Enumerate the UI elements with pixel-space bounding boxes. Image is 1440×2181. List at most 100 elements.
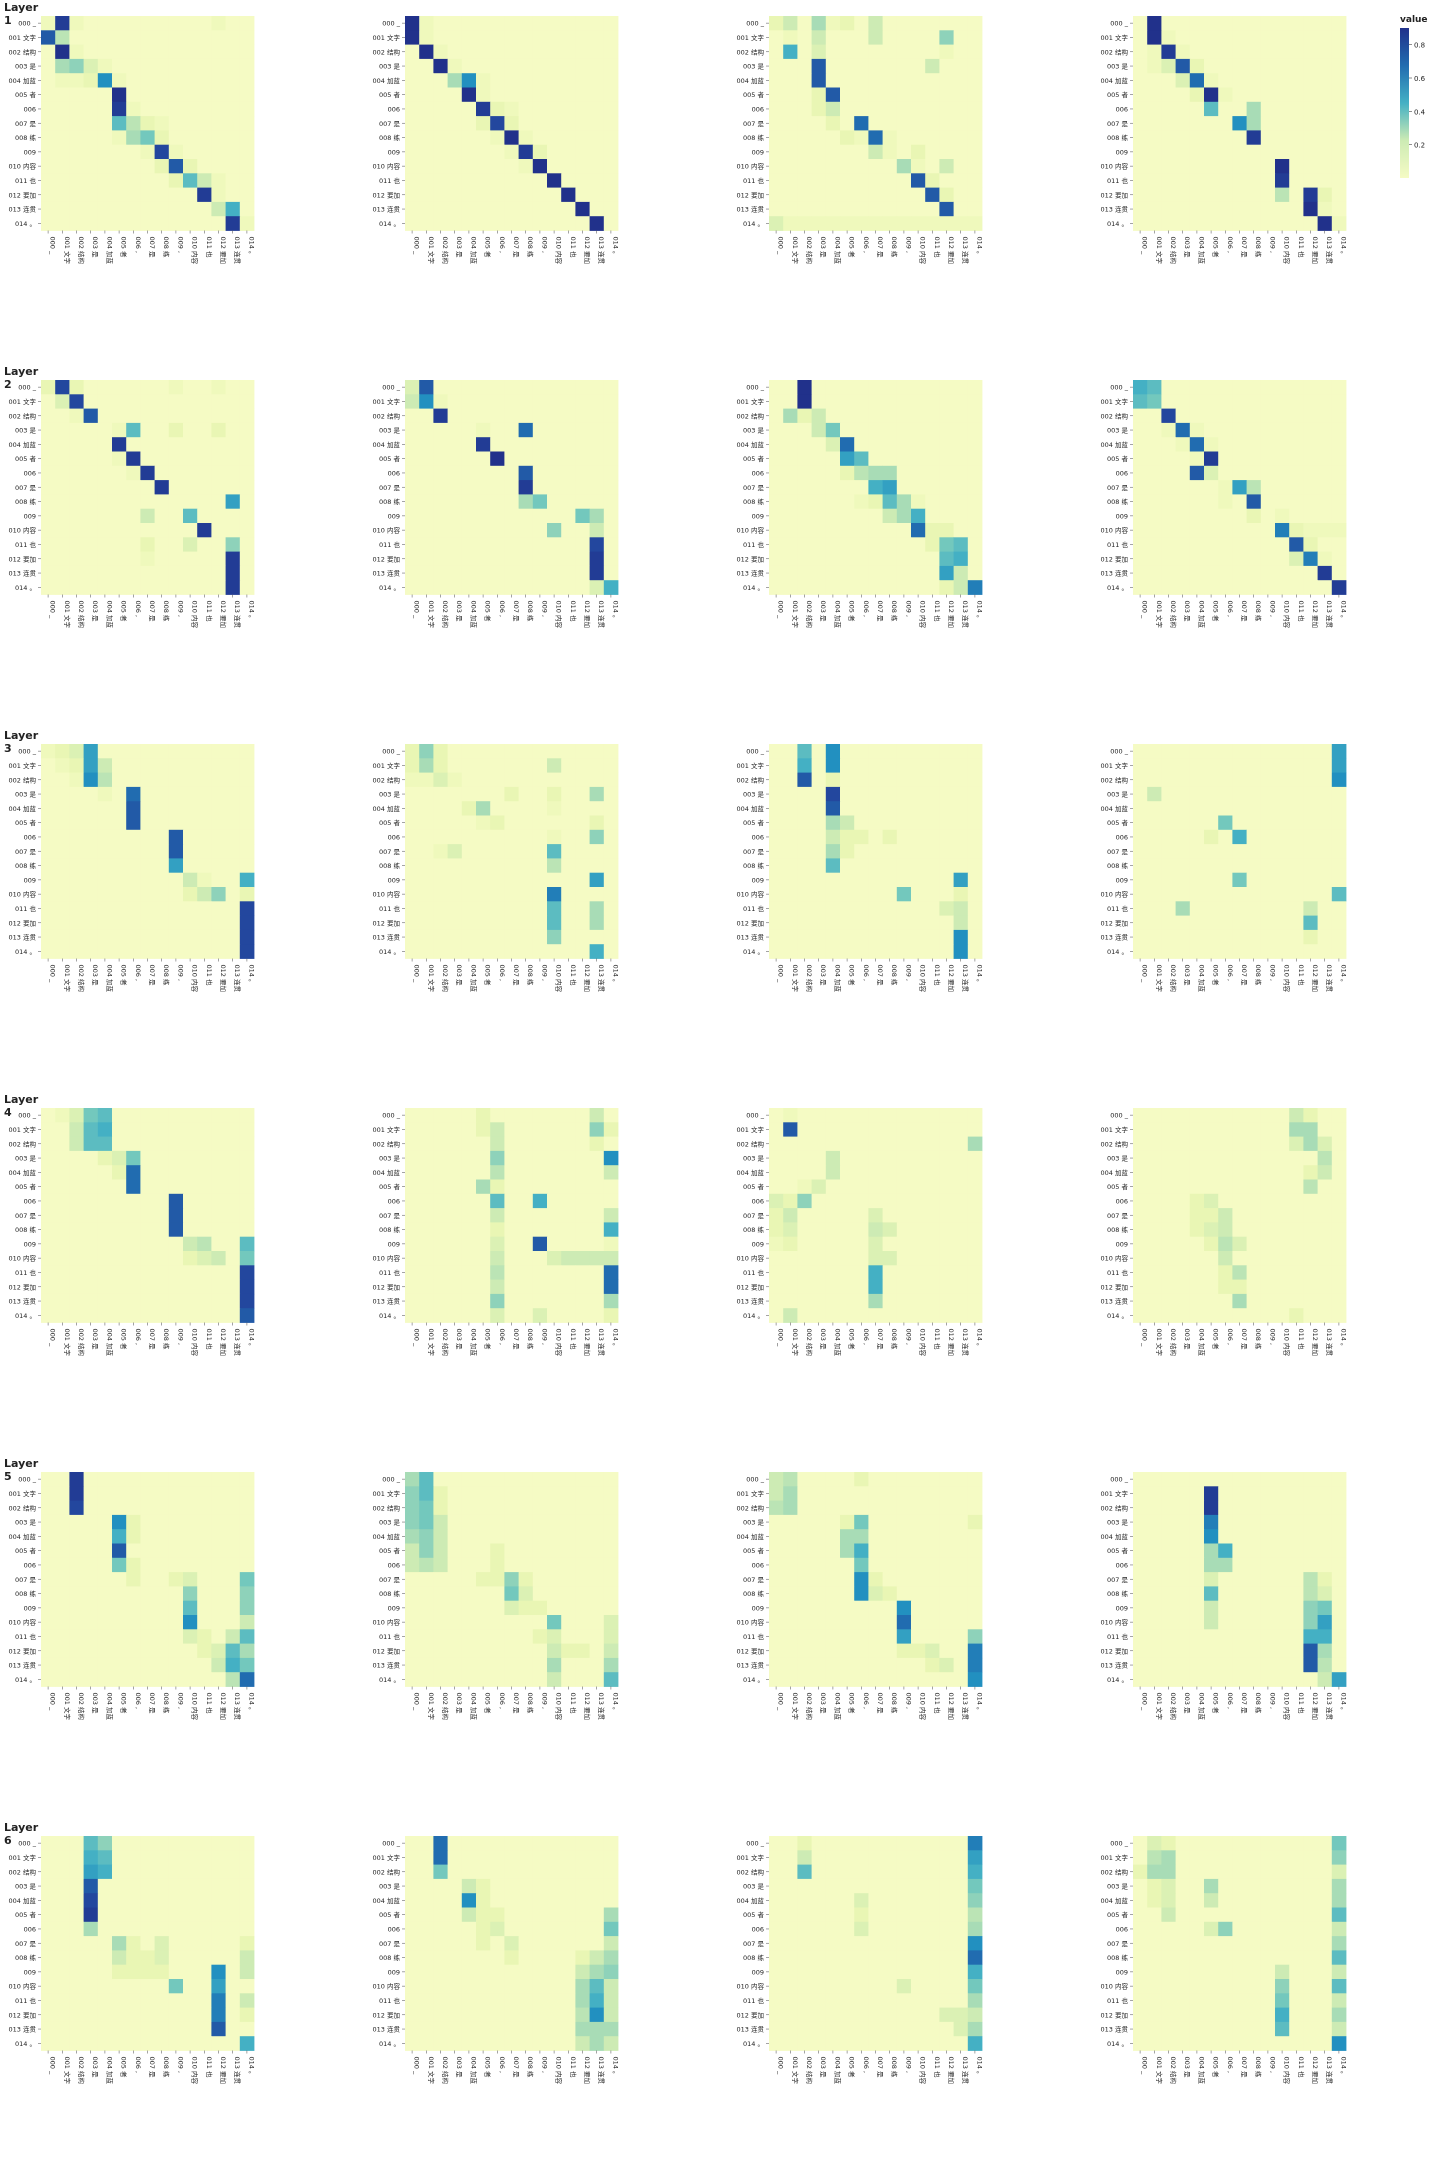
heatmap-cell	[1246, 116, 1262, 131]
heatmap-cell	[112, 1514, 127, 1530]
layer-title: Layer 2	[4, 365, 39, 391]
heatmap-cell	[1331, 1208, 1347, 1223]
heatmap-cell	[476, 1165, 491, 1180]
heatmap-cell	[1161, 1136, 1176, 1152]
heatmap-cell	[840, 801, 855, 816]
heatmap-cell	[112, 1308, 127, 1323]
heatmap-cell	[1204, 565, 1219, 581]
y-tick-label: 003 是	[1107, 63, 1128, 71]
heatmap-cell	[1147, 144, 1162, 160]
x-tick-label: 014 。	[975, 601, 983, 622]
heatmap-cell	[1204, 901, 1219, 916]
x-tick-label: 007 是	[512, 965, 520, 986]
heatmap-cell	[461, 144, 477, 160]
heatmap-cell	[433, 1543, 448, 1559]
heatmap-cell	[140, 901, 155, 916]
x-tick-label: 000 _	[777, 237, 785, 255]
heatmap-cell	[1260, 73, 1276, 88]
heatmap-cell	[183, 786, 198, 802]
heatmap-cell	[811, 1179, 827, 1195]
heatmap-cell	[41, 1600, 56, 1616]
y-tick-label: 009	[24, 876, 36, 884]
heatmap-cell	[405, 451, 420, 467]
y-tick-label: 012 要加	[737, 1282, 764, 1291]
heatmap-cell	[1218, 887, 1233, 902]
heatmap-cell	[55, 159, 70, 174]
heatmap-cell	[490, 1122, 505, 1137]
heatmap-cell	[168, 1136, 184, 1152]
heatmap-cell	[868, 580, 883, 595]
y-tick-label: 001 文字	[1101, 761, 1129, 770]
heatmap-cell	[168, 858, 184, 874]
y-tick-label: 010 内容	[373, 162, 401, 171]
heatmap-cell	[1289, 1150, 1304, 1166]
heatmap-cell	[840, 901, 855, 916]
heatmap-cell	[1189, 872, 1205, 888]
heatmap-cell	[83, 1279, 99, 1295]
heatmap-cell	[1289, 772, 1304, 788]
heatmap-cell	[1204, 408, 1219, 424]
heatmap-cell	[518, 173, 534, 188]
heatmap-cell	[1133, 844, 1148, 859]
heatmap-cell	[797, 744, 812, 759]
heatmap-cell	[561, 1308, 576, 1323]
heatmap-cell	[1260, 130, 1276, 146]
heatmap-cell	[967, 915, 983, 931]
heatmap-cell	[1275, 465, 1290, 481]
heatmap-cell	[967, 1251, 983, 1266]
heatmap-cell	[1275, 380, 1290, 395]
heatmap-cell	[239, 1529, 255, 1544]
heatmap-cell	[461, 1586, 477, 1602]
heatmap-cell	[547, 858, 562, 874]
heatmap-cell	[55, 116, 70, 131]
heatmap-cell	[953, 508, 969, 524]
heatmap-cell	[825, 394, 841, 409]
heatmap-cell	[69, 159, 84, 174]
heatmap-cell	[405, 73, 420, 88]
heatmap-cell	[41, 1486, 56, 1501]
heatmap-cell	[925, 394, 940, 409]
heatmap-cell	[405, 1279, 420, 1295]
heatmap-cell	[197, 844, 212, 859]
heatmap-cell	[1161, 565, 1176, 581]
heatmap-cell	[825, 201, 841, 217]
heatmap-cell	[1147, 901, 1162, 916]
heatmap-cell	[1204, 508, 1219, 524]
heatmap-cell	[168, 437, 184, 452]
heatmap-cell	[868, 858, 883, 874]
heatmap-cell	[589, 201, 605, 217]
heatmap-cell	[868, 1265, 883, 1280]
heatmap-cell	[603, 44, 619, 60]
heatmap-cell	[225, 1472, 241, 1487]
heatmap-cell	[561, 786, 576, 802]
heatmap-cell	[97, 1251, 113, 1266]
heatmap-cell	[783, 744, 798, 759]
heatmap-cell	[140, 1672, 155, 1687]
heatmap-cell	[939, 1222, 954, 1238]
heatmap-cell	[518, 858, 534, 874]
heatmap-cell	[140, 744, 155, 759]
heatmap-cell	[225, 815, 241, 831]
heatmap-cell	[925, 44, 940, 60]
heatmap-cell	[405, 1108, 420, 1123]
heatmap-cell	[112, 772, 127, 788]
heatmap-cell	[547, 408, 562, 424]
heatmap-cell	[168, 887, 184, 902]
y-tick-label: 011 也	[379, 176, 400, 185]
heatmap-cell	[1204, 1193, 1219, 1209]
heatmap-cell	[140, 451, 155, 467]
heatmap-cell	[55, 786, 70, 802]
heatmap-cell	[97, 437, 113, 452]
y-tick-label: 005 者	[379, 819, 400, 827]
heatmap-cell	[518, 523, 534, 538]
heatmap-cell	[811, 858, 827, 874]
heatmap-cell	[1133, 380, 1148, 395]
heatmap-cell	[140, 551, 155, 567]
heatmap-cell	[1289, 1293, 1304, 1309]
heatmap-cell	[126, 1672, 141, 1687]
heatmap-cell	[1189, 16, 1205, 31]
heatmap-cell	[140, 480, 155, 495]
heatmap-cell	[1289, 944, 1304, 959]
heatmap-cell	[1189, 929, 1205, 945]
heatmap-cell	[1289, 1208, 1304, 1223]
